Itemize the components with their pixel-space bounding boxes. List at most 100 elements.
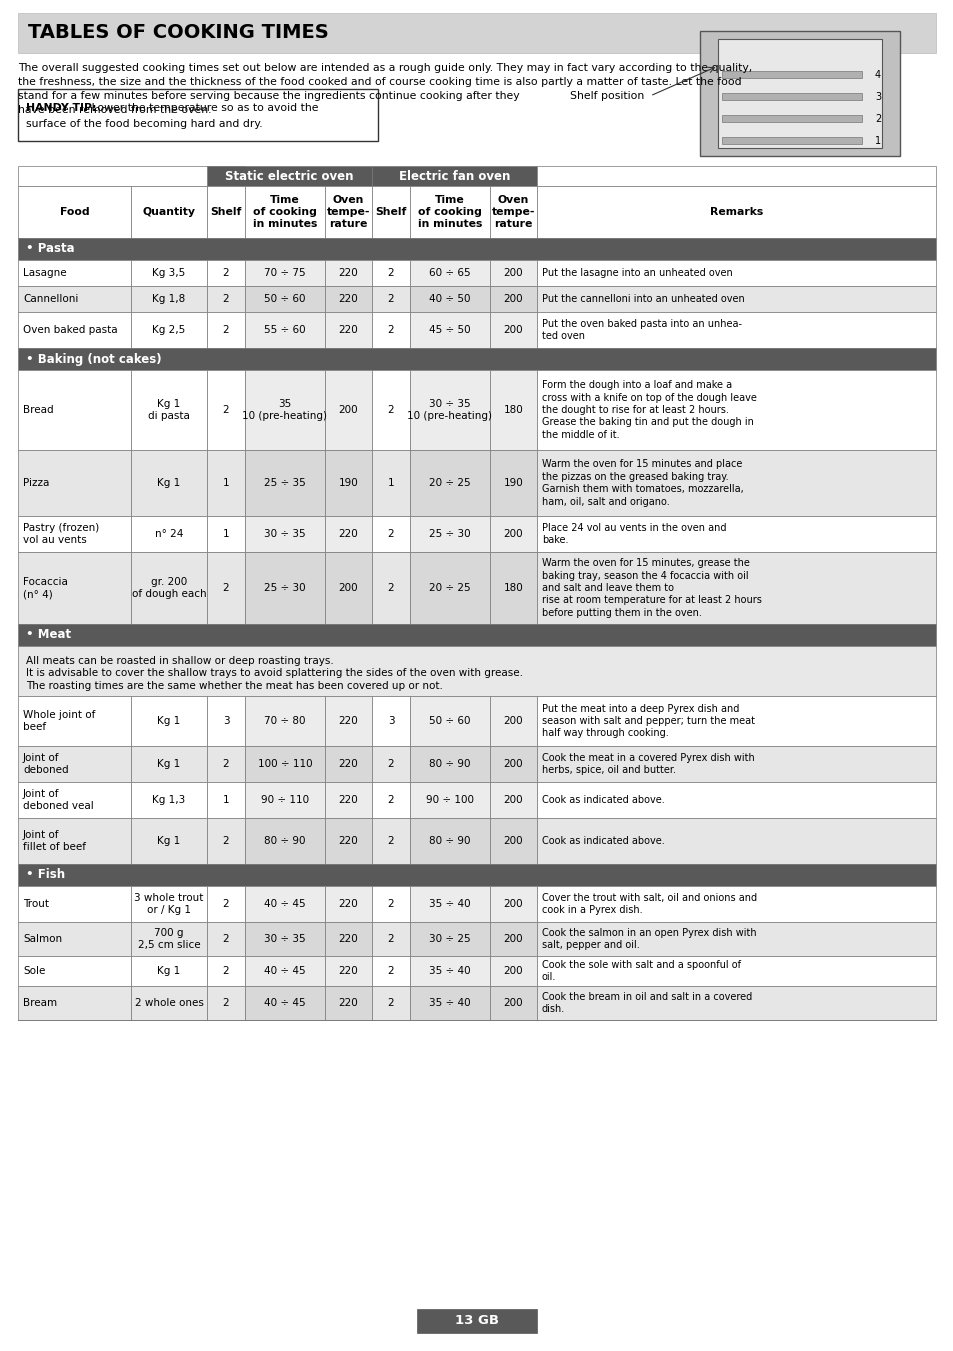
Bar [131,957,207,986]
Bar [490,450,537,516]
Bar [537,166,935,186]
Text: 35 ÷ 40: 35 ÷ 40 [429,998,471,1008]
Bar [721,136,862,145]
Bar [18,986,131,1020]
Bar [131,886,207,921]
Text: 180: 180 [503,405,523,415]
Text: Shelf position: Shelf position [569,91,643,101]
Bar [372,186,410,238]
Text: Cook the sole with salt and a spoonful of
oil.: Cook the sole with salt and a spoonful o… [541,959,740,982]
Bar [490,886,537,921]
Bar [537,370,935,450]
Text: 200: 200 [503,326,523,335]
Bar [490,817,537,865]
Bar [245,921,325,957]
Bar [537,921,935,957]
Text: 220: 220 [338,794,358,805]
Bar [18,370,131,450]
Text: All meats can be roasted in shallow or deep roasting trays.
It is advisable to c: All meats can be roasted in shallow or d… [26,657,522,690]
Text: 40 ÷ 50: 40 ÷ 50 [429,295,470,304]
Text: 220: 220 [338,898,358,909]
Text: Lasagne: Lasagne [23,267,67,278]
Bar [18,516,131,553]
Bar [18,312,131,349]
Text: 30 ÷ 35
10 (pre-heating): 30 ÷ 35 10 (pre-heating) [407,399,492,422]
Bar [131,186,207,238]
Bar [18,865,935,886]
Text: Whole joint of
beef: Whole joint of beef [23,709,95,732]
Text: 2: 2 [222,267,229,278]
Text: Oven
tempe-
rature: Oven tempe- rature [327,195,370,230]
Text: Place 24 vol au vents in the oven and
bake.: Place 24 vol au vents in the oven and ba… [541,523,726,546]
Bar [18,186,131,238]
Text: Remarks: Remarks [709,207,762,218]
Text: 2: 2 [387,966,394,975]
Text: 90 ÷ 110: 90 ÷ 110 [261,794,309,805]
Bar [372,817,410,865]
Text: 200: 200 [503,295,523,304]
Bar [207,259,245,286]
Bar [131,450,207,516]
Bar [207,782,245,817]
Text: stand for a few minutes before serving because the ingredients continue cooking : stand for a few minutes before serving b… [18,91,519,101]
Text: Salmon: Salmon [23,934,62,944]
Bar [245,286,325,312]
Text: 3: 3 [222,716,229,725]
Bar [537,553,935,624]
Text: 200: 200 [338,405,358,415]
Text: 30 ÷ 25: 30 ÷ 25 [429,934,471,944]
Bar [372,696,410,746]
Bar [207,921,245,957]
Text: Bread: Bread [23,405,53,415]
Text: 200: 200 [338,584,358,593]
Bar [325,746,372,782]
Bar [207,886,245,921]
Bar [537,312,935,349]
Bar [490,286,537,312]
Text: 220: 220 [338,530,358,539]
Bar [410,696,490,746]
Text: 100 ÷ 110: 100 ÷ 110 [257,759,312,769]
Text: • Baking (not cakes): • Baking (not cakes) [26,353,161,366]
Bar [18,450,131,516]
Text: Put the lasagne into an unheated oven: Put the lasagne into an unheated oven [541,267,732,278]
Bar [18,957,131,986]
Bar [131,286,207,312]
Text: 2: 2 [387,295,394,304]
Bar [325,259,372,286]
Text: 50 ÷ 60: 50 ÷ 60 [264,295,305,304]
Bar [245,259,325,286]
Bar [18,89,377,141]
Bar [18,696,131,746]
Bar [131,782,207,817]
Text: Joint of
fillet of beef: Joint of fillet of beef [23,830,86,852]
Text: 90 ÷ 100: 90 ÷ 100 [426,794,474,805]
Text: 35
10 (pre-heating): 35 10 (pre-heating) [242,399,327,422]
Bar [410,782,490,817]
Text: 20 ÷ 25: 20 ÷ 25 [429,584,471,593]
Text: 3: 3 [387,716,394,725]
Text: 40 ÷ 45: 40 ÷ 45 [264,966,306,975]
Text: 220: 220 [338,716,358,725]
Bar [325,516,372,553]
Text: Cook as indicated above.: Cook as indicated above. [541,836,664,846]
Text: Kg 1
di pasta: Kg 1 di pasta [148,399,190,422]
Text: The overall suggested cooking times set out below are intended as a rough guide : The overall suggested cooking times set … [18,63,752,73]
Text: n° 24: n° 24 [154,530,183,539]
Bar [372,986,410,1020]
Bar [207,370,245,450]
Text: Kg 1,3: Kg 1,3 [152,794,186,805]
Bar [537,817,935,865]
Bar [410,286,490,312]
Text: 2: 2 [222,584,229,593]
Text: HANDY TIP:: HANDY TIP: [26,103,96,113]
Bar [18,259,131,286]
Bar [537,516,935,553]
Text: Oven baked pasta: Oven baked pasta [23,326,117,335]
Bar [372,886,410,921]
Text: Put the meat into a deep Pyrex dish and
season with salt and pepper; turn the me: Put the meat into a deep Pyrex dish and … [541,704,754,739]
Text: Kg 1: Kg 1 [157,966,180,975]
Bar [325,370,372,450]
Text: 1: 1 [874,136,881,146]
Text: 2: 2 [387,405,394,415]
